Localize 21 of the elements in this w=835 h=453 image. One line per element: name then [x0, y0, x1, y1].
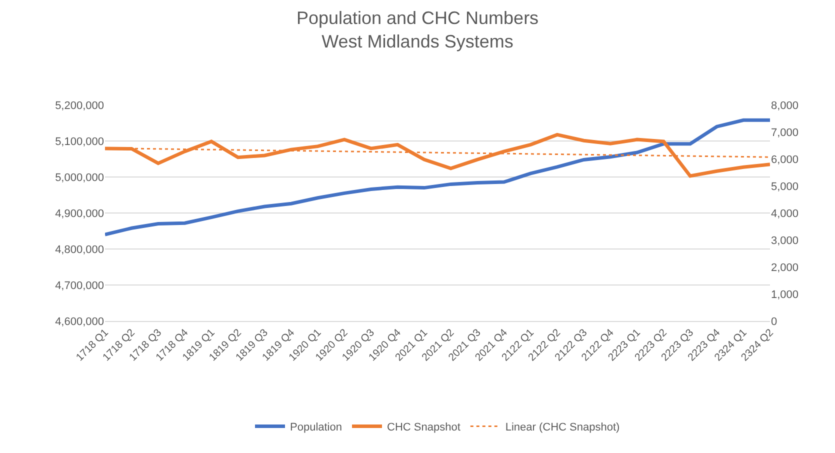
y-tick-label: 5,200,000	[55, 100, 104, 112]
y2-tick-label: 2,000	[771, 262, 799, 274]
y2-tick-label: 1,000	[771, 288, 799, 301]
y-tick-label: 4,700,000	[55, 280, 104, 292]
legend-label: Linear (CHC Snapshot)	[505, 422, 620, 434]
legend-label: Population	[290, 422, 342, 434]
y2-tick-label: 3,000	[771, 234, 799, 247]
y2-tick-label: 5,000	[771, 180, 799, 193]
y-tick-label: 4,600,000	[55, 316, 104, 328]
y2-tick-label: 0	[771, 316, 778, 328]
y-tick-label: 4,800,000	[55, 244, 104, 256]
y2-tick-label: 8,000	[771, 100, 799, 112]
y-tick-label: 4,900,000	[55, 208, 104, 220]
y2-tick-label: 4,000	[771, 208, 799, 220]
y-tick-label: 5,000,000	[55, 172, 104, 184]
y2-tick-label: 7,000	[771, 126, 799, 139]
chart-title: Population and CHC Numbers West Midlands Systems	[296, 8, 539, 52]
y-tick-label: 5,100,000	[55, 136, 104, 148]
legend-label: CHC Snapshot	[387, 422, 460, 434]
line-series	[105, 118, 770, 236]
y2-tick-label: 6,000	[771, 154, 799, 166]
